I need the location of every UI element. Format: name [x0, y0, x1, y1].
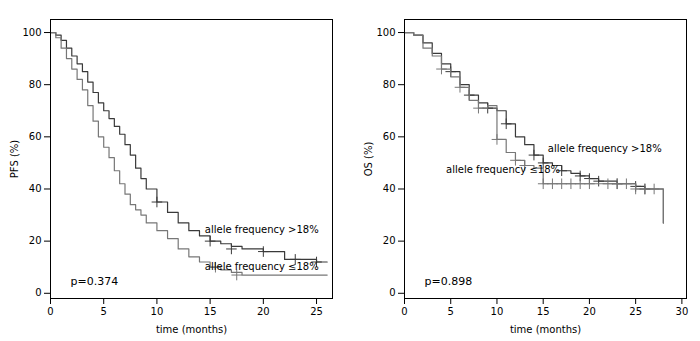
svg-text:80: 80	[383, 79, 396, 90]
svg-text:15: 15	[537, 306, 550, 317]
svg-text:60: 60	[29, 131, 42, 142]
svg-text:time (months): time (months)	[156, 324, 227, 335]
svg-text:time (months): time (months)	[510, 324, 581, 335]
svg-text:20: 20	[29, 235, 42, 246]
svg-text:PFS (%): PFS (%)	[9, 140, 20, 179]
svg-text:0: 0	[35, 287, 41, 298]
svg-text:80: 80	[29, 79, 42, 90]
svg-text:0: 0	[401, 306, 407, 317]
svg-text:100: 100	[376, 27, 395, 38]
svg-text:10: 10	[491, 306, 504, 317]
svg-text:40: 40	[29, 183, 42, 194]
svg-text:30: 30	[676, 306, 689, 317]
svg-text:100: 100	[22, 27, 41, 38]
svg-text:allele frequency >18%: allele frequency >18%	[205, 224, 319, 235]
svg-text:10: 10	[151, 306, 164, 317]
svg-text:0: 0	[389, 287, 395, 298]
svg-text:0: 0	[47, 306, 53, 317]
svg-text:40: 40	[383, 183, 396, 194]
svg-text:allele frequency >18%: allele frequency >18%	[548, 143, 662, 154]
svg-text:OS (%): OS (%)	[363, 142, 374, 177]
svg-text:allele frequency ≤18%: allele frequency ≤18%	[446, 164, 560, 175]
svg-text:5: 5	[448, 306, 454, 317]
svg-text:p=0.898: p=0.898	[425, 275, 473, 288]
svg-text:20: 20	[257, 306, 270, 317]
svg-text:p=0.374: p=0.374	[71, 275, 119, 288]
svg-text:20: 20	[583, 306, 596, 317]
svg-text:25: 25	[310, 306, 323, 317]
svg-text:allele frequency ≤18%: allele frequency ≤18%	[205, 261, 319, 272]
svg-text:5: 5	[101, 306, 107, 317]
svg-text:60: 60	[383, 131, 396, 142]
svg-text:25: 25	[629, 306, 642, 317]
svg-text:15: 15	[204, 306, 217, 317]
svg-text:20: 20	[383, 235, 396, 246]
